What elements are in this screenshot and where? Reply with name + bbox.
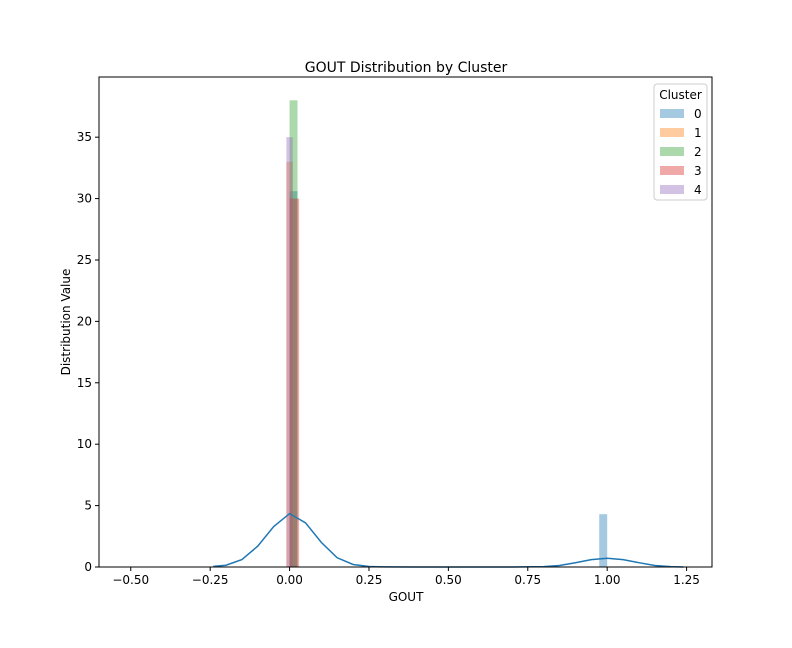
legend-label-2: 2 xyxy=(694,145,702,159)
y-tick-label: 0 xyxy=(84,560,92,574)
legend-swatch-4 xyxy=(660,185,684,194)
legend-label-0: 0 xyxy=(694,107,702,121)
legend-swatch-0 xyxy=(660,109,684,118)
bar-cluster-1-0 xyxy=(286,161,293,567)
legend-swatch-2 xyxy=(660,147,684,156)
kde-layer xyxy=(213,512,684,568)
y-tick-label: 15 xyxy=(77,376,92,390)
legend-title: Cluster xyxy=(659,88,702,102)
y-tick-label: 25 xyxy=(77,253,92,267)
x-tick-label: 1.00 xyxy=(594,573,621,587)
bar-cluster-0-0 xyxy=(289,191,298,568)
x-tick-label: −0.50 xyxy=(112,573,149,587)
y-axis: 0 5 10 15 20 25 30 35 xyxy=(77,130,99,574)
x-tick-label: −0.25 xyxy=(192,573,229,587)
x-tick-label: 0.75 xyxy=(514,573,541,587)
bar-cluster-3-0 xyxy=(289,198,300,567)
y-tick-label: 30 xyxy=(77,192,92,206)
legend-label-1: 1 xyxy=(694,126,702,140)
kde-curve-cluster-0 xyxy=(213,512,684,568)
legend-items: 0 1 2 3 4 xyxy=(660,107,702,197)
legend-box xyxy=(653,83,708,201)
bar-cluster-4-0 xyxy=(286,137,293,567)
x-tick-label: 1.25 xyxy=(673,573,700,587)
bars-layer xyxy=(286,100,608,568)
x-tick-label: 0.50 xyxy=(435,573,462,587)
legend-swatch-3 xyxy=(660,166,684,175)
y-tick-label: 20 xyxy=(77,314,92,328)
y-tick-label: 10 xyxy=(77,437,92,451)
legend: Cluster 0 1 2 3 4 xyxy=(653,83,708,201)
bar-cluster-0-1 xyxy=(599,514,608,567)
y-axis-label: Distribution Value xyxy=(59,269,73,376)
y-tick-label: 35 xyxy=(77,130,92,144)
legend-label-3: 3 xyxy=(694,164,702,178)
chart-title: GOUT Distribution by Cluster xyxy=(305,60,508,76)
legend-swatch-1 xyxy=(660,128,684,137)
x-tick-label: 0.00 xyxy=(276,573,303,587)
x-axis-label: GOUT xyxy=(389,590,425,604)
x-tick-label: 0.25 xyxy=(356,573,383,587)
plot-frame xyxy=(98,76,713,568)
x-axis: −0.50 −0.25 0.00 0.25 0.50 0.75 1.00 1.25 xyxy=(112,567,700,587)
legend-label-4: 4 xyxy=(694,183,702,197)
bar-cluster-2-0 xyxy=(289,100,298,567)
y-tick-label: 5 xyxy=(84,499,92,513)
